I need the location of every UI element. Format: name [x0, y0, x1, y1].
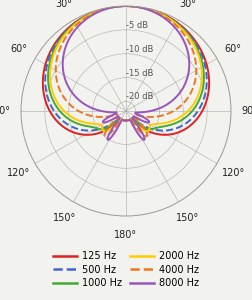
Legend: 125 Hz, 500 Hz, 1000 Hz, 2000 Hz, 4000 Hz, 8000 Hz: 125 Hz, 500 Hz, 1000 Hz, 2000 Hz, 4000 H…: [49, 248, 203, 292]
